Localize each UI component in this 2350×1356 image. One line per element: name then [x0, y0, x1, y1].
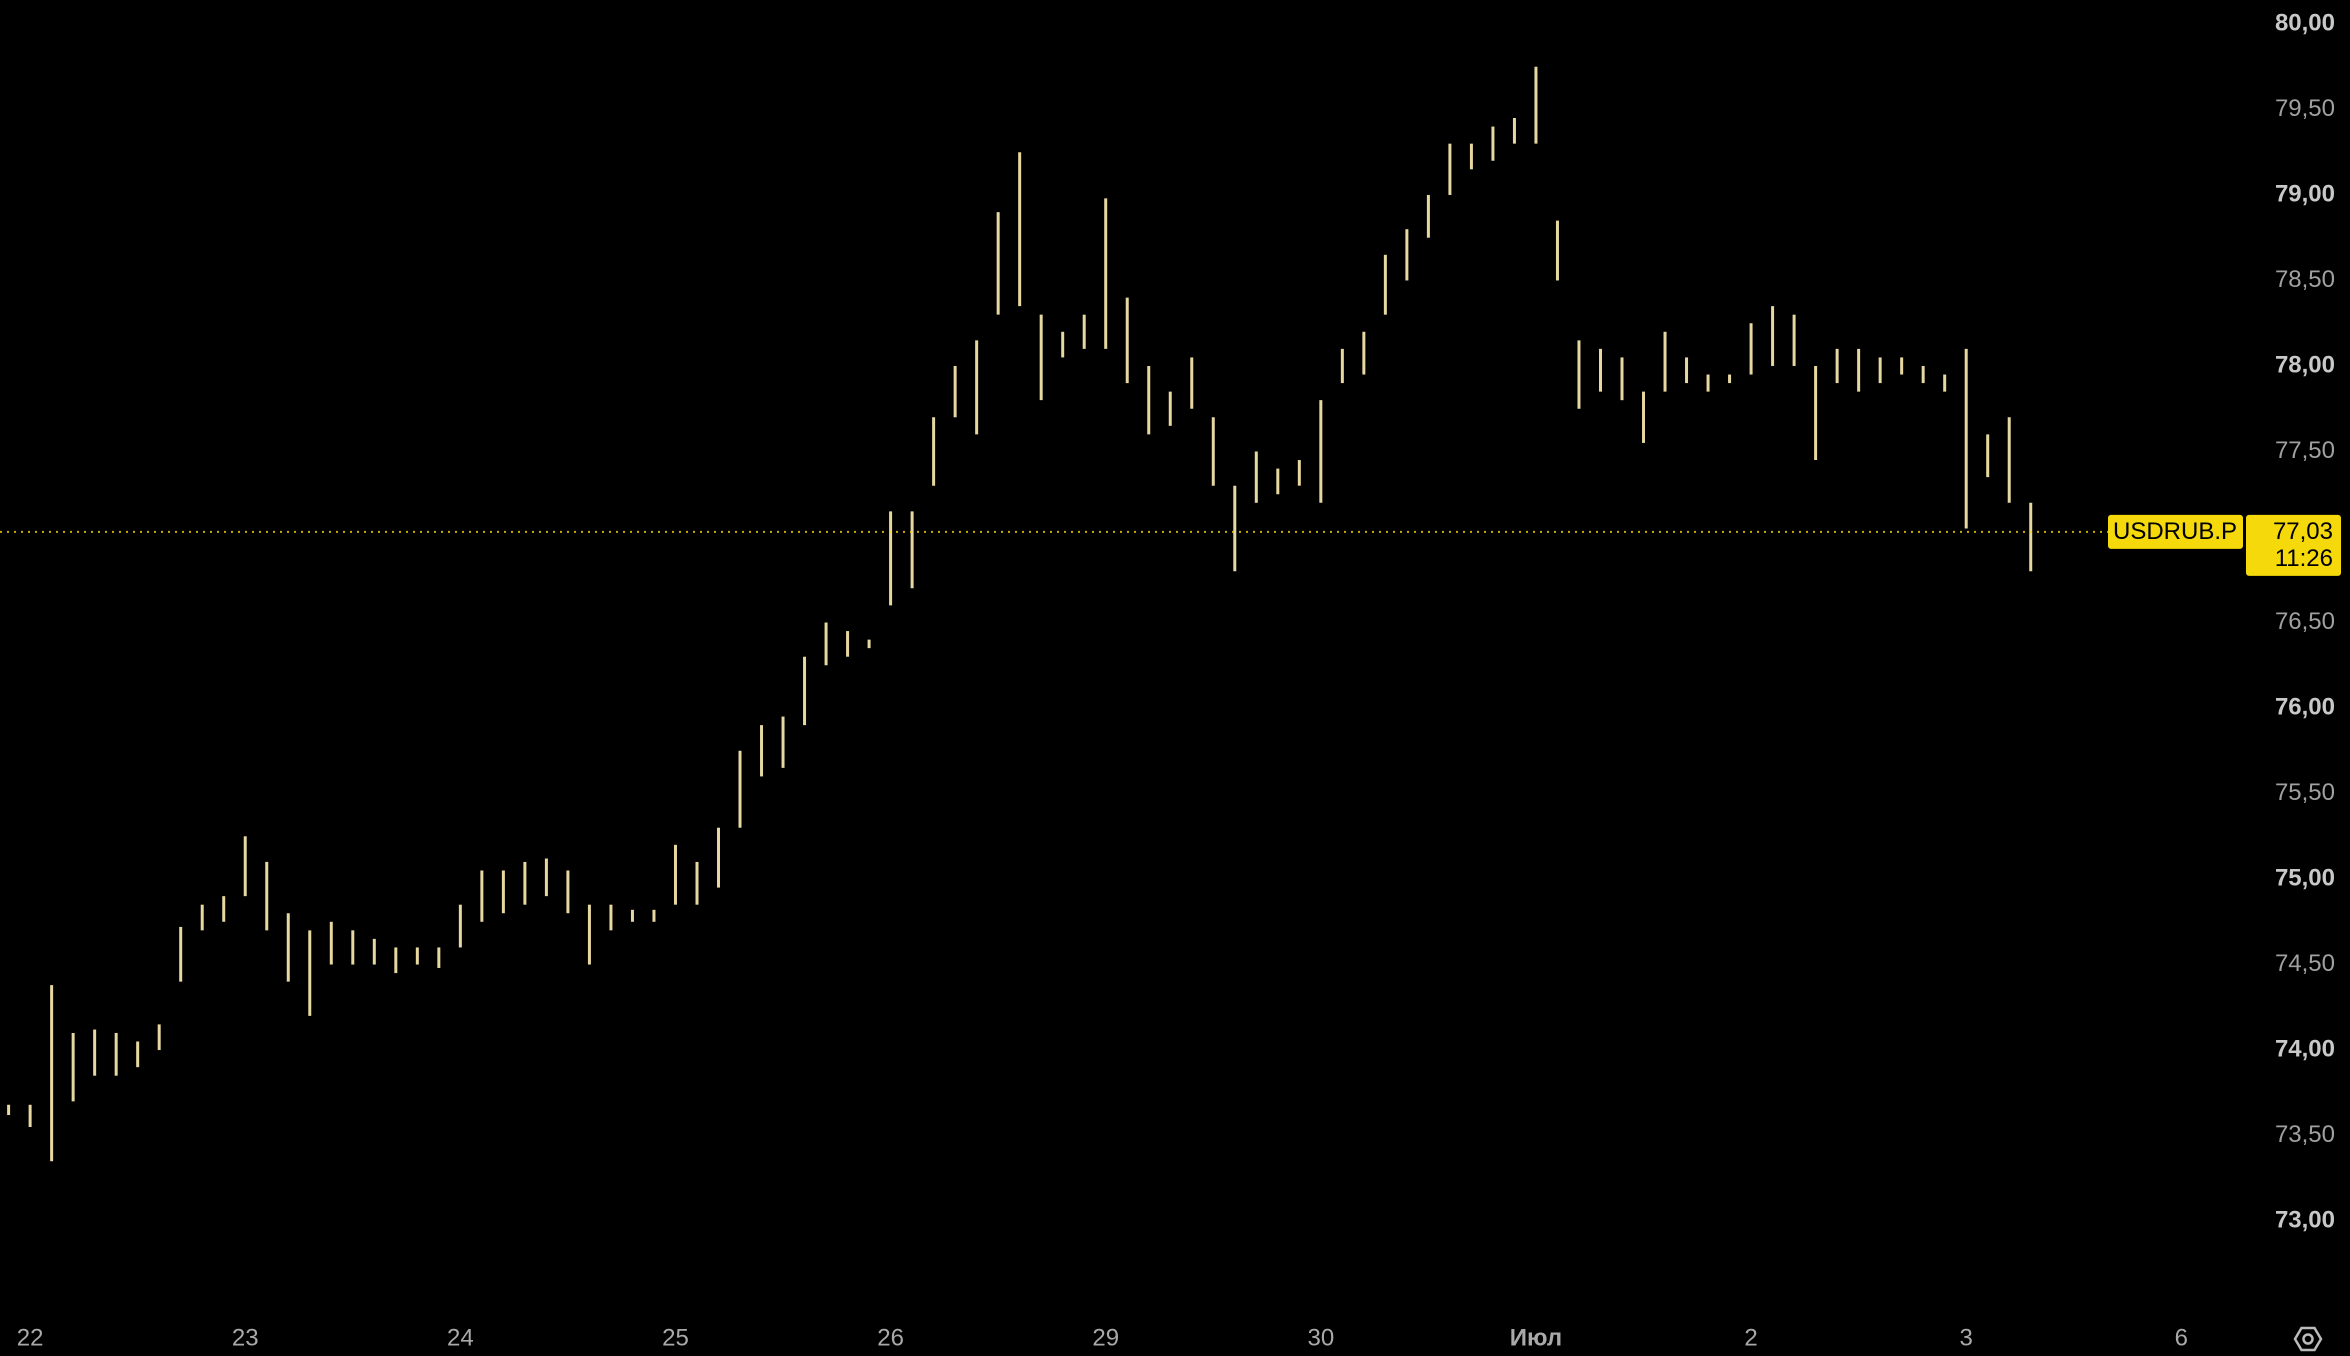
x-tick-label: 25: [662, 1324, 689, 1351]
x-tick-label: 29: [1092, 1324, 1119, 1351]
x-tick-label: 26: [877, 1324, 904, 1351]
x-tick-label: 30: [1307, 1324, 1334, 1351]
symbol-badge: [2108, 514, 2243, 549]
y-tick-label: 75,50: [2275, 779, 2335, 806]
price-badge: [2246, 514, 2341, 576]
y-tick-label: 74,50: [2275, 950, 2335, 977]
x-tick-label: 24: [447, 1324, 474, 1351]
y-tick-label: 77,50: [2275, 437, 2335, 464]
x-tick-label: 6: [2175, 1324, 2188, 1351]
y-tick-label: 76,50: [2275, 608, 2335, 635]
y-tick-label: 78,00: [2275, 351, 2335, 378]
settings-icon[interactable]: [2293, 1326, 2323, 1352]
x-tick-label: 3: [1960, 1324, 1973, 1351]
y-tick-label: 75,00: [2275, 864, 2335, 891]
x-tick-label: 22: [17, 1324, 44, 1351]
x-tick-label: 2: [1744, 1324, 1757, 1351]
y-tick-label: 73,50: [2275, 1121, 2335, 1148]
x-tick-label: Июл: [1510, 1324, 1562, 1351]
y-tick-label: 79,00: [2275, 180, 2335, 207]
last-price-label: 77,03: [2273, 518, 2333, 545]
y-tick-label: 74,00: [2275, 1035, 2335, 1062]
countdown-label: 11:26: [2275, 545, 2333, 572]
x-tick-label: 23: [232, 1324, 259, 1351]
symbol-label: USDRUB.P: [2113, 518, 2237, 545]
y-tick-label: 73,00: [2275, 1206, 2335, 1233]
settings-dot: [2302, 1333, 2314, 1345]
y-tick-label: 80,00: [2275, 9, 2335, 36]
y-tick-label: 76,00: [2275, 693, 2335, 720]
y-tick-label: 78,50: [2275, 266, 2335, 293]
y-tick-label: 79,50: [2275, 95, 2335, 122]
settings-hexagon: [2293, 1326, 2323, 1352]
